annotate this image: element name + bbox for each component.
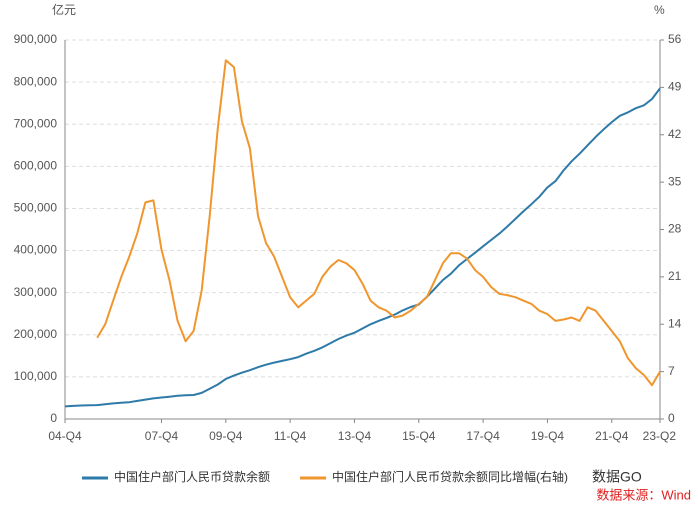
y2-tick-label: 28	[668, 222, 682, 236]
y-tick-label: 500,000	[14, 201, 58, 215]
x-tick-label: 07-Q4	[145, 429, 179, 443]
series-line	[96, 59, 661, 387]
y-unit: 亿元	[52, 2, 76, 17]
series-line	[64, 87, 661, 408]
y2-tick-label: 56	[668, 32, 682, 46]
x-tick-label: 09-Q4	[209, 429, 243, 443]
y2-tick-label: 42	[668, 127, 682, 141]
y-tick-label: 900,000	[14, 32, 58, 46]
x-tick-label: 19-Q4	[531, 429, 565, 443]
x-tick-label: 15-Q4	[402, 429, 436, 443]
y-tick-label: 600,000	[14, 159, 58, 173]
x-tick-label: 23-Q2	[643, 429, 677, 443]
y2-unit: %	[654, 3, 665, 17]
y2-tick-label: 21	[668, 269, 682, 283]
y-tick-label: 200,000	[14, 327, 58, 341]
y2-tick-label: 7	[668, 364, 675, 378]
y-tick-label: 0	[50, 411, 57, 425]
x-tick-label: 04-Q4	[48, 429, 82, 443]
y-tick-label: 800,000	[14, 74, 58, 88]
legend-label: 中国住户部门人民币贷款余额	[114, 469, 270, 484]
y-tick-label: 400,000	[14, 243, 58, 257]
y-tick-label: 300,000	[14, 285, 58, 299]
watermark: 数据GO	[592, 469, 642, 485]
y2-tick-label: 14	[668, 316, 682, 330]
x-tick-label: 11-Q4	[274, 429, 307, 443]
x-tick-label: 17-Q4	[466, 429, 500, 443]
y-tick-label: 700,000	[14, 116, 58, 130]
x-tick-label: 13-Q4	[338, 429, 372, 443]
source: 数据来源：Wind	[596, 487, 691, 502]
legend-label: 中国住户部门人民币贷款余额同比增幅(右轴)	[332, 469, 568, 484]
y2-tick-label: 35	[668, 174, 682, 188]
x-tick-label: 21-Q4	[595, 429, 629, 443]
y2-tick-label: 49	[668, 80, 682, 94]
y-tick-label: 100,000	[14, 369, 58, 383]
y2-tick-label: 0	[668, 411, 675, 425]
